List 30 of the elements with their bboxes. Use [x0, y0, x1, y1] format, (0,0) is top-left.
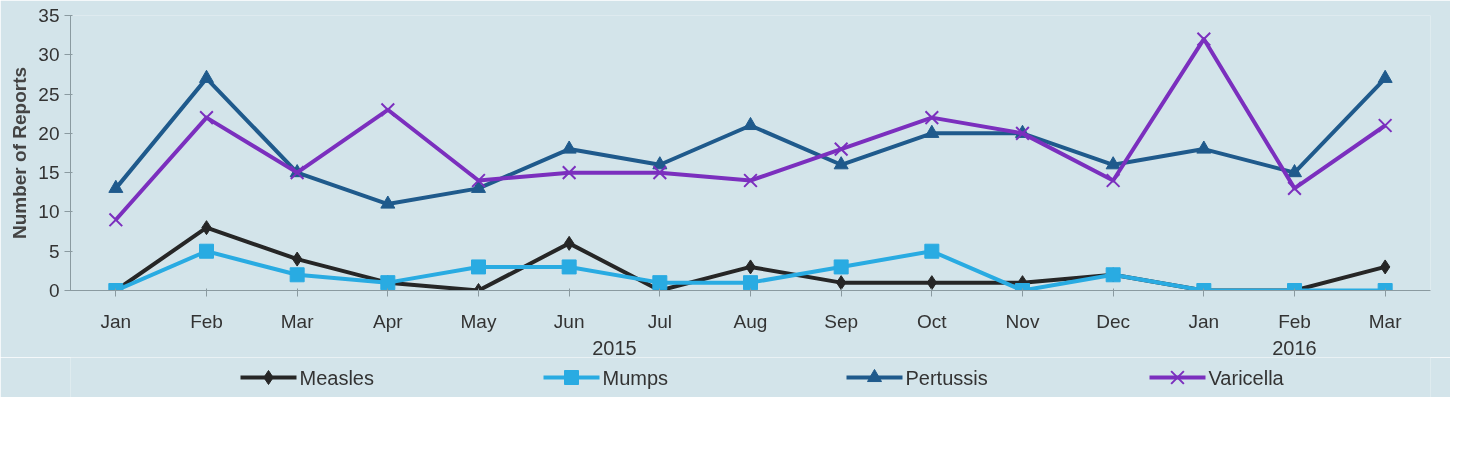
legend-label: Mumps — [602, 366, 669, 389]
y-tick-label: 20 — [38, 122, 60, 144]
y-tick-label: 35 — [38, 5, 60, 26]
y-tick-label: 25 — [38, 83, 60, 105]
x-tick-label: May — [460, 310, 497, 332]
x-tick-label: Aug — [733, 310, 768, 332]
y-tick-label: 10 — [38, 201, 60, 223]
x-tick-label: Sep — [824, 310, 859, 332]
text: 2016 — [1272, 336, 1317, 359]
x-tick-label: Jan — [100, 310, 132, 332]
legend-label: Varicella — [1208, 366, 1285, 389]
y-tick-label: 15 — [38, 162, 60, 184]
y-tick-label: 30 — [38, 44, 60, 66]
legend-label: Pertussis — [905, 366, 988, 389]
x-tick-label: Oct — [917, 310, 948, 332]
legend-label: Measles — [299, 366, 374, 389]
x-tick-label: Jul — [647, 310, 672, 332]
x-tick-label: Mar — [280, 310, 315, 332]
x-tick-label: Dec — [1096, 310, 1131, 332]
x-tick-label: Nov — [1005, 310, 1040, 332]
x-tick-label: Mar — [1368, 310, 1403, 332]
x-tick-label: Feb — [190, 310, 223, 332]
x-tick-label: Jan — [1188, 310, 1220, 332]
y-axis-title: Number of Reports — [9, 66, 31, 240]
text: 2015 — [592, 336, 637, 359]
x-tick-label: Feb — [1278, 310, 1311, 332]
x-tick-label: Apr — [373, 310, 404, 332]
y-tick-label: 0 — [48, 280, 60, 301]
x-tick-label: Jun — [553, 310, 585, 332]
y-tick-label: 5 — [48, 240, 60, 262]
